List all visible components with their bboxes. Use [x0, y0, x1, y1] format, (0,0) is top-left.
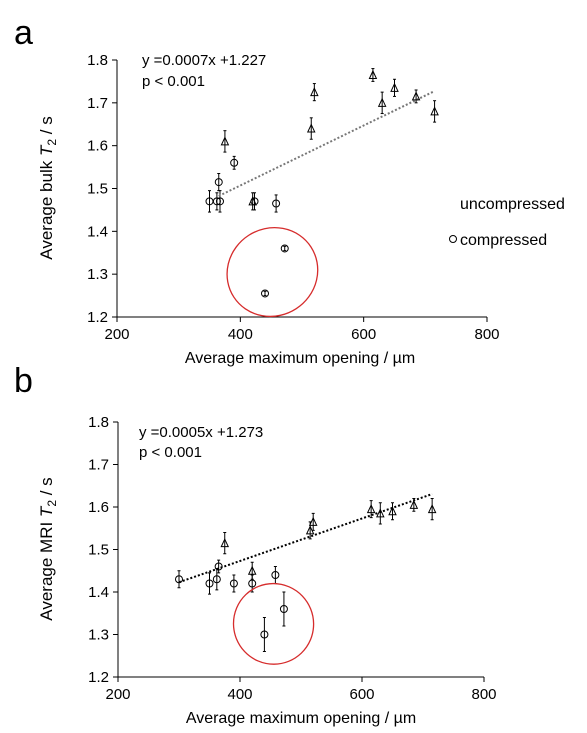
trendline: [218, 90, 436, 197]
y-axis-label: Average MRI T2 / s: [37, 477, 59, 620]
y-tick-label: 1.8: [88, 414, 109, 431]
data-point-compressed: [212, 197, 221, 206]
y-axis-label-suffix: / s: [37, 477, 56, 500]
x-tick-label: 200: [104, 326, 129, 343]
data-point-compressed: [250, 197, 259, 206]
pvalue-text: p < 0.001: [139, 444, 202, 461]
data-point-compressed: [212, 575, 221, 584]
data-point-compressed: [271, 571, 280, 579]
data-point-uncompressed: [368, 69, 378, 79]
highlight-ellipse: [226, 226, 319, 318]
y-tick-label: 1.2: [88, 669, 109, 686]
errorbar-layer: [208, 68, 437, 297]
panel-label: a: [14, 14, 33, 52]
x-axis-label: Average maximum opening / µm: [185, 350, 415, 367]
y-tick-label: 1.2: [87, 309, 108, 326]
data-point-compressed: [229, 579, 238, 588]
y-tick-label: 1.3: [87, 266, 108, 283]
y-tick-label: 1.6: [88, 499, 109, 516]
x-tick-labels: 200 400 600 800: [105, 677, 497, 703]
y-tick-label: 1.5: [88, 542, 109, 559]
y-tick-labels: 1.2 1.3 1.4 1.5 1.6 1.7 1.8: [88, 414, 118, 686]
y-axis-label-subscript: 2: [45, 139, 59, 146]
panel-label: b: [14, 362, 33, 400]
data-points: [205, 69, 439, 298]
data-point-compressed: [214, 178, 223, 187]
data-point-uncompressed: [305, 525, 315, 535]
equation-text: y =0.0007x +1.227: [142, 52, 266, 69]
legend-marker-compressed: [449, 235, 457, 243]
data-point-compressed: [279, 605, 288, 613]
x-tick-label: 400: [227, 686, 252, 703]
data-point-uncompressed: [220, 537, 230, 548]
y-tick-label: 1.3: [88, 627, 109, 644]
data-point-compressed: [272, 199, 281, 208]
y-tick-label: 1.7: [87, 95, 108, 112]
data-point-uncompressed: [409, 499, 419, 509]
x-tick-label: 200: [105, 686, 130, 703]
data-point-compressed: [248, 579, 257, 588]
y-tick-label: 1.4: [87, 223, 108, 240]
x-tick-label: 400: [228, 326, 253, 343]
x-tick-label: 800: [471, 686, 496, 703]
x-axis-label: Average maximum opening / µm: [186, 710, 416, 727]
panel-a: a 1.2 1.3 1.4 1.5 1.6 1.7 1.8 200 400 600 800 y =…: [14, 14, 500, 367]
x-tick-label: 600: [351, 326, 376, 343]
x-tick-label: 800: [474, 326, 499, 343]
y-tick-label: 1.7: [88, 457, 109, 474]
data-point-compressed: [260, 630, 269, 639]
data-point-uncompressed: [427, 503, 437, 514]
y-axis-label: Average bulk T2 / s: [37, 116, 59, 259]
data-point-compressed: [280, 244, 289, 253]
data-point-uncompressed: [310, 86, 319, 97]
data-point-uncompressed: [308, 516, 318, 526]
y-tick-label: 1.4: [88, 584, 109, 601]
x-tick-labels: 200 400 600 800: [104, 317, 500, 343]
trendline: [178, 493, 433, 584]
panel-b: b 1.2 1.3 1.4 1.5 1.6 1.7 1.8 200 400 600 800 y =…: [14, 362, 497, 727]
legend: uncompressed compressed: [449, 196, 565, 249]
errorbar-layer: [177, 498, 434, 652]
data-point-compressed: [261, 289, 269, 298]
y-tick-labels: 1.2 1.3 1.4 1.5 1.6 1.7 1.8: [87, 52, 117, 326]
y-axis-label-subscript: 2: [45, 500, 59, 507]
y-tick-label: 1.5: [87, 181, 108, 198]
y-axis-label-symbol: T: [37, 144, 56, 156]
y-axis-label-symbol: T: [37, 505, 56, 517]
legend-item-uncompressed: uncompressed: [460, 196, 565, 213]
data-point-uncompressed: [430, 106, 439, 116]
data-point-uncompressed: [220, 136, 230, 146]
data-point-compressed: [230, 158, 239, 167]
data-point-uncompressed: [411, 91, 421, 101]
y-tick-label: 1.6: [87, 138, 108, 155]
data-point-uncompressed: [388, 506, 397, 516]
data-point-compressed: [175, 575, 183, 584]
data-point-compressed: [215, 197, 224, 206]
data-point-uncompressed: [390, 82, 399, 92]
highlight-ellipse: [232, 582, 315, 665]
axes: [116, 60, 487, 318]
data-point-compressed: [205, 579, 214, 588]
x-tick-label: 600: [349, 686, 374, 703]
equation-text: y =0.0005x +1.273: [139, 424, 263, 441]
data-point-uncompressed: [306, 123, 316, 133]
data-point-uncompressed: [247, 565, 257, 575]
legend-item-compressed: compressed: [460, 232, 547, 249]
y-axis-label-prefix: Average MRI: [37, 517, 56, 621]
data-point-compressed: [214, 562, 223, 571]
data-point-uncompressed: [366, 503, 376, 514]
y-tick-label: 1.8: [87, 52, 108, 69]
data-point-uncompressed: [376, 508, 385, 518]
pvalue-text: p < 0.001: [142, 73, 205, 90]
y-axis-label-suffix: / s: [37, 116, 56, 139]
y-axis-label-prefix: Average bulk: [37, 156, 56, 260]
data-point-uncompressed: [377, 97, 387, 107]
data-points: [175, 499, 437, 639]
